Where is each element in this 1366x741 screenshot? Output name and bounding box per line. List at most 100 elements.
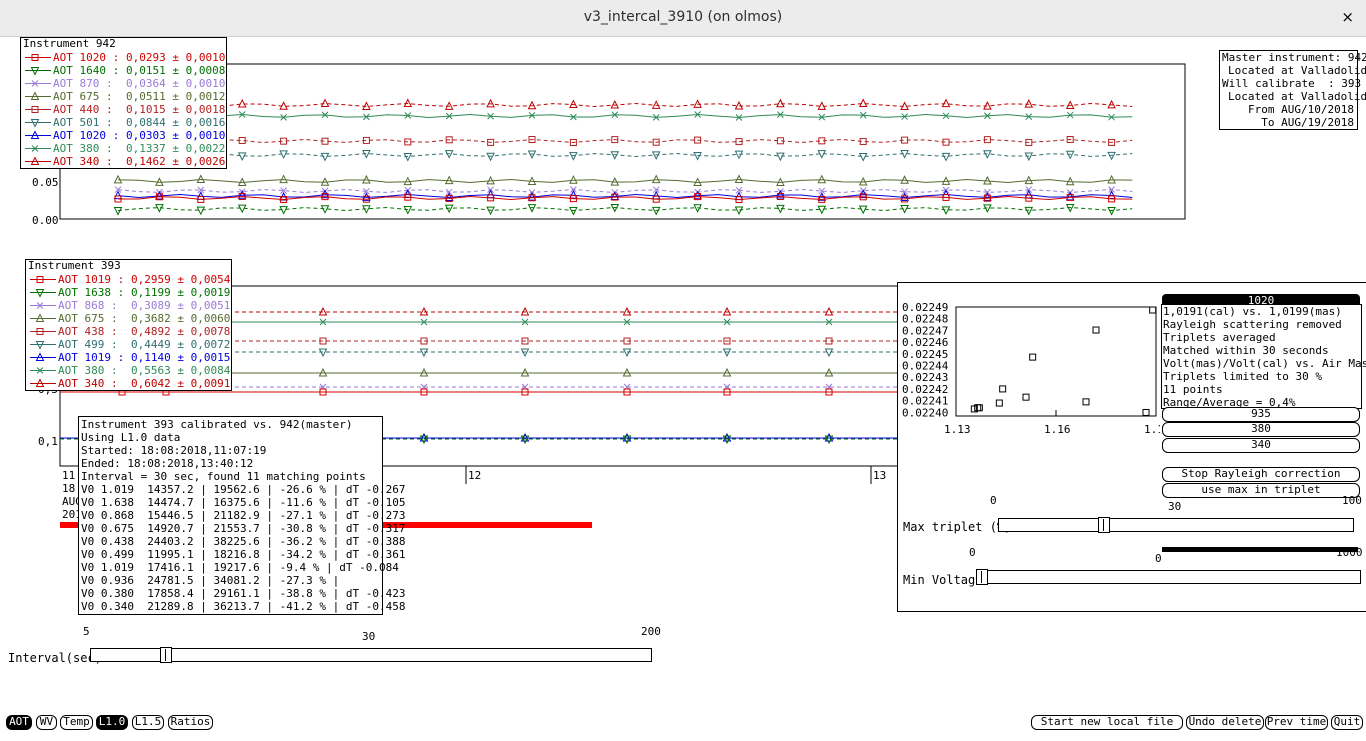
chart1-point <box>900 150 909 159</box>
min-voltage-slider-thumb[interactable] <box>976 569 988 585</box>
chart1-point <box>362 195 370 203</box>
close-icon[interactable]: × <box>1341 8 1354 26</box>
stop-rayleigh-button[interactable]: Stop Rayleigh correction <box>1162 467 1360 482</box>
legend-marker-icon <box>30 341 56 350</box>
legend-marker-icon <box>30 378 56 387</box>
legend-value: 0,1015 ± 0,0018 <box>126 103 226 116</box>
chart1-point <box>818 195 826 203</box>
chart1-point <box>652 186 660 194</box>
calibration-stat-line: Range/Average = 0,4% <box>1163 396 1296 409</box>
scatter-point <box>1142 408 1150 416</box>
chart2-point <box>319 318 327 326</box>
ratios-toggle[interactable]: Ratios <box>168 715 213 730</box>
legend-label: AOT 440 : <box>53 103 113 116</box>
l15-toggle[interactable]: L1.5 <box>132 715 164 730</box>
chart1-point <box>776 152 785 162</box>
chart1-point <box>155 190 164 200</box>
legend-entry: AOT 440 : 0,1015 ± 0,0018 <box>21 103 226 116</box>
chart2-point <box>622 435 632 445</box>
chart1-point <box>1066 193 1074 201</box>
legend-instrument-942: Instrument 942 AOT 1020 : 0,0293 ± 0,0010… <box>20 37 227 169</box>
chart2-point <box>521 337 529 345</box>
chart2-point <box>319 388 327 396</box>
chart1-point <box>900 192 909 201</box>
chart1-point <box>445 136 453 144</box>
chart2-point <box>824 348 834 358</box>
temp-toggle[interactable]: Temp <box>60 715 93 730</box>
chart2-point <box>722 435 732 445</box>
chart1-point <box>237 177 247 186</box>
chart2-xsub: AUG <box>62 495 82 508</box>
legend-entry: AOT 380 : 0,5563 ± 0,0084 <box>26 364 231 377</box>
aot-toggle[interactable]: AOT <box>6 715 32 730</box>
chart2-point <box>722 367 732 377</box>
chart2-point <box>318 367 328 377</box>
chart1-point <box>570 186 577 193</box>
chart1-point <box>1108 186 1115 193</box>
chart2-point <box>419 306 429 316</box>
v0-result-line: V0 0.936 24781.5 | 34081.2 | -27.3 % | <box>81 574 340 587</box>
chart1-point <box>983 204 992 213</box>
calibration-header-line: Instrument 393 calibrated vs. 942(master… <box>81 418 353 431</box>
scatter-ytick: 0.02240 <box>902 406 948 419</box>
chart1-point <box>403 176 413 186</box>
undo-delete-button[interactable]: Undo delete <box>1186 715 1264 730</box>
legend-title: Instrument 942 <box>23 37 116 50</box>
max-triplet-label: Max triplet (%) <box>903 520 1012 534</box>
chart1-point <box>900 175 909 184</box>
chart1-point <box>237 98 247 108</box>
legend-marker-icon <box>25 119 51 128</box>
legend-marker-icon <box>30 289 56 298</box>
max-triplet-slider-track[interactable] <box>998 518 1354 532</box>
scatter-point <box>1149 306 1157 314</box>
chart1-point <box>196 174 206 184</box>
chart1-point <box>610 151 620 160</box>
interval-slider-thumb[interactable] <box>160 647 172 663</box>
chart2-point <box>420 318 428 326</box>
chart1-point <box>1024 99 1034 108</box>
min-voltage-slider-track[interactable] <box>977 570 1361 584</box>
v0-result-line: V0 1.019 17416.1 | 19217.6 | -9.4 % | dT… <box>81 561 399 574</box>
wv-toggle[interactable]: WV <box>36 715 57 730</box>
chart1-point <box>983 192 992 201</box>
use-max-triplet-button[interactable]: use max in triplet <box>1162 483 1360 498</box>
scatter-xtick: 1.19 <box>1144 423 1160 436</box>
legend-label: AOT 1020 : <box>53 129 120 142</box>
legend-value: 0,4892 ± 0,0078 <box>131 325 231 338</box>
legend-title: Instrument 393 <box>28 259 121 272</box>
chart2-point <box>723 337 731 345</box>
v0-result-line: V0 0.868 15446.5 | 21182.9 | -27.1 % | d… <box>81 509 406 522</box>
quit-button[interactable]: Quit <box>1331 715 1363 730</box>
legend-marker <box>30 130 40 139</box>
l10-toggle[interactable]: L1.0 <box>96 715 128 730</box>
chart1-point <box>197 186 205 194</box>
chart1-point <box>901 188 908 196</box>
start-new-local-file-button[interactable]: Start new local file <box>1031 715 1183 730</box>
chart1-point <box>445 188 453 196</box>
calibration-stat-line: 1,0191(cal) vs. 1,0199(mas) <box>1163 305 1342 318</box>
chart2-xtick: 11 <box>62 469 76 482</box>
wave-380-button[interactable]: 380 <box>1162 422 1360 437</box>
interval-slider-track[interactable] <box>90 648 652 662</box>
chart1-point <box>444 204 454 214</box>
legend-marker-icon <box>25 106 51 113</box>
chart1-point <box>1107 206 1116 216</box>
chart1-point <box>486 98 495 108</box>
legend-marker <box>30 119 40 128</box>
chart2-point <box>420 337 428 345</box>
chart1-point <box>569 175 578 184</box>
chart2-point <box>623 337 631 345</box>
master-info-line: Located at Valladolid <box>1228 64 1366 77</box>
max-triplet-slider-thumb[interactable] <box>1098 517 1110 533</box>
chart1-point <box>859 111 867 119</box>
wave-935-button[interactable]: 935 <box>1162 407 1360 422</box>
chart1-point <box>900 101 909 110</box>
chart1-point <box>238 136 246 144</box>
chart1-point <box>1066 136 1074 144</box>
interval-label: Interval(sec) <box>8 651 102 665</box>
scatter-ytick: 0.02246 <box>902 336 948 349</box>
chart1-point <box>777 111 784 118</box>
prev-time-button[interactable]: Prev time <box>1265 715 1328 730</box>
wave-340-button[interactable]: 340 <box>1162 438 1360 453</box>
legend-value: 0,0303 ± 0,0010 <box>126 129 226 142</box>
